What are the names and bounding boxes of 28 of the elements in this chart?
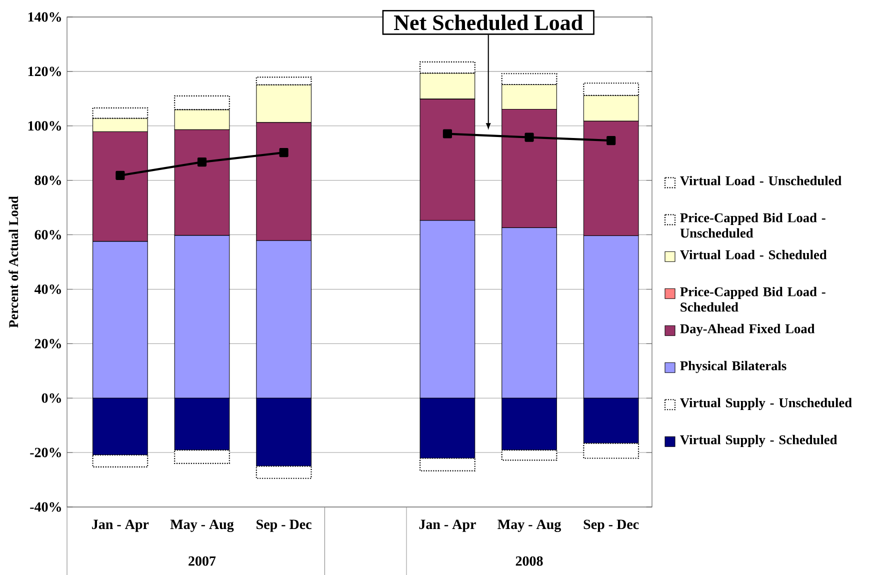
legend-label: Virtual Supply - Scheduled	[680, 434, 838, 448]
legend-label: Price-Capped Bid Load - Scheduled	[680, 286, 826, 312]
y-tick-label: 60%	[34, 230, 61, 240]
legend-label: Virtual Load - Unscheduled	[680, 176, 842, 186]
y-tick-label: 140%	[28, 12, 61, 22]
legend-label: Price-Capped Bid Load - Unscheduled	[680, 212, 826, 238]
x-tick-label: Jan - Apr	[92, 520, 149, 532]
y-tick-label: -40%	[30, 502, 61, 512]
y-tick-label: -20%	[30, 448, 61, 458]
text: 2007	[188, 556, 216, 566]
legend-label: Physical Bilaterals	[680, 360, 786, 374]
y-tick-label: 80%	[34, 176, 61, 186]
legend-label: Day-Ahead Fixed Load	[680, 324, 815, 336]
x-tick-label: May - Aug	[170, 520, 234, 532]
y-tick-label: 100%	[28, 121, 61, 131]
x-tick-label: May - Aug	[498, 520, 562, 532]
y-tick-label: 120%	[28, 66, 61, 76]
y-tick-label: 20%	[34, 338, 61, 348]
y-tick-label: 0%	[42, 393, 61, 403]
text: 2008	[516, 556, 543, 566]
text: Net Scheduled Load	[394, 14, 583, 30]
x-tick-label: Jan - Apr	[419, 520, 476, 532]
y-axis-title: Percent of Actual Load	[8, 196, 18, 328]
x-tick-label: Sep - Dec	[584, 520, 639, 532]
legend-label: Virtual Supply - Unscheduled	[680, 398, 852, 410]
x-tick-label: Sep - Dec	[256, 520, 312, 532]
y-tick-label: 40%	[34, 284, 61, 294]
legend-label: Virtual Load - Scheduled	[680, 250, 827, 260]
